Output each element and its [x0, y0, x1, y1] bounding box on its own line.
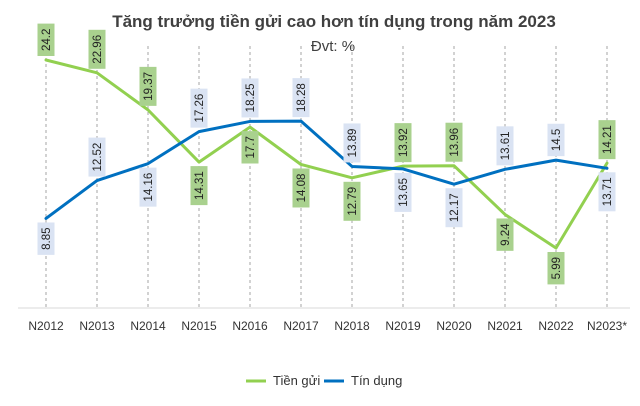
data-label-value: 18.25	[245, 84, 257, 113]
data-label-tin-dung: 13.71	[598, 172, 616, 212]
x-tick-label: N2012	[28, 319, 64, 333]
data-label-box	[496, 126, 514, 166]
data-label-box	[88, 29, 106, 69]
data-label-value: 13.65	[398, 178, 410, 207]
data-label-tien-gui: 13.92	[394, 123, 412, 163]
x-tick-label: N2021	[487, 319, 523, 333]
data-label-tien-gui: 19.37	[139, 66, 157, 106]
data-label-box	[292, 168, 310, 208]
data-label-value: 14.5	[551, 129, 563, 151]
data-label-box	[139, 66, 157, 106]
data-label-box	[496, 218, 514, 251]
data-label-value: 13.61	[500, 131, 512, 160]
data-label-box	[37, 222, 55, 255]
data-label-value: 14.31	[194, 171, 206, 200]
data-label-tin-dung: 8.85	[37, 222, 55, 255]
data-label-tien-gui: 5.99	[547, 252, 565, 285]
x-tick-label: N2019	[385, 319, 421, 333]
data-label-value: 13.71	[602, 177, 614, 206]
data-label-tin-dung: 13.89	[343, 123, 361, 163]
data-label-value: 5.99	[551, 257, 563, 279]
data-label-box	[292, 78, 310, 118]
data-label-tien-gui: 9.24	[496, 218, 514, 251]
data-label-box	[190, 166, 208, 206]
data-label-tin-dung: 14.16	[139, 167, 157, 207]
series-line-0	[44, 58, 609, 250]
data-label-box	[343, 123, 361, 163]
data-label-tin-dung: 18.25	[241, 78, 259, 118]
x-axis-ticks: N2012 N2013 N2014 N2015 N2016 N2017 N2018 N2019…	[28, 319, 627, 333]
data-label-value: 18.28	[296, 83, 308, 112]
series-lines	[44, 58, 609, 250]
data-label-value: 13.89	[347, 129, 359, 158]
data-label-tien-gui: 14.31	[190, 166, 208, 206]
data-label-tien-gui: 14.08	[292, 168, 310, 208]
vertical-gridlines	[45, 46, 608, 308]
data-label-value: 12.79	[347, 187, 359, 216]
data-label-box	[139, 167, 157, 207]
data-label-value: 19.37	[143, 72, 155, 101]
data-label-value: 17.26	[194, 94, 206, 123]
data-labels: 24.2 22.96 19.37 14.31 17.7 14.08 12.79 13.92 13…	[37, 23, 616, 285]
data-label-tien-gui: 12.79	[343, 181, 361, 221]
chart-subtitle: Đvt: %	[311, 38, 355, 55]
data-label-value: 22.96	[92, 35, 104, 64]
data-label-box	[190, 88, 208, 128]
x-tick-label: N2015	[181, 319, 217, 333]
data-label-box	[394, 123, 412, 163]
data-label-box	[445, 122, 463, 162]
data-label-tin-dung: 12.52	[88, 137, 106, 177]
data-label-box	[343, 181, 361, 221]
data-label-box	[241, 131, 259, 164]
data-label-value: 14.08	[296, 174, 308, 203]
data-label-value: 12.52	[92, 143, 104, 172]
data-label-box	[37, 23, 55, 56]
data-label-box	[88, 137, 106, 177]
x-tick-label: N2023*	[587, 319, 627, 333]
x-tick-label: N2013	[79, 319, 115, 333]
data-label-box	[547, 123, 565, 157]
x-tick-label: N2022	[538, 319, 574, 333]
legend-label-1: Tín dụng	[351, 373, 402, 388]
data-label-value: 24.2	[41, 29, 53, 51]
data-label-box	[445, 188, 463, 228]
data-label-tien-gui: 24.2	[37, 23, 55, 56]
data-label-tien-gui: 17.7	[241, 131, 259, 164]
data-label-value: 12.17	[449, 193, 461, 222]
data-label-box	[394, 172, 412, 212]
data-label-tin-dung: 17.26	[190, 88, 208, 128]
data-label-value: 14.16	[143, 173, 155, 202]
legend-label-0: Tiền gửi	[273, 373, 320, 388]
data-label-box	[598, 120, 616, 160]
data-label-value: 8.85	[41, 227, 53, 249]
x-tick-label: N2016	[232, 319, 268, 333]
data-label-tin-dung: 13.65	[394, 172, 412, 212]
data-label-tin-dung: 12.17	[445, 188, 463, 228]
data-label-value: 13.92	[398, 128, 410, 157]
x-tick-label: N2020	[436, 319, 472, 333]
x-tick-label: N2018	[334, 319, 370, 333]
x-tick-label: N2014	[130, 319, 166, 333]
x-tick-label: N2017	[283, 319, 319, 333]
series-line-1	[44, 119, 609, 220]
chart-title: Tăng trưởng tiền gửi cao hơn tín dụng tr…	[112, 12, 556, 31]
data-label-tien-gui: 22.96	[88, 29, 106, 69]
data-label-box	[241, 78, 259, 118]
data-label-tien-gui: 13.96	[445, 122, 463, 162]
data-label-tin-dung: 13.61	[496, 126, 514, 166]
data-label-value: 9.24	[500, 223, 512, 246]
legend: Tiền gửi Tín dụng	[246, 373, 402, 388]
data-label-tin-dung: 18.28	[292, 78, 310, 118]
data-label-value: 17.7	[245, 136, 257, 158]
data-label-value: 13.96	[449, 128, 461, 157]
data-label-value: 14.21	[602, 125, 614, 154]
data-label-box	[598, 172, 616, 212]
data-label-tien-gui: 14.21	[598, 120, 616, 160]
data-label-box	[547, 252, 565, 285]
data-label-tin-dung: 14.5	[547, 123, 565, 157]
